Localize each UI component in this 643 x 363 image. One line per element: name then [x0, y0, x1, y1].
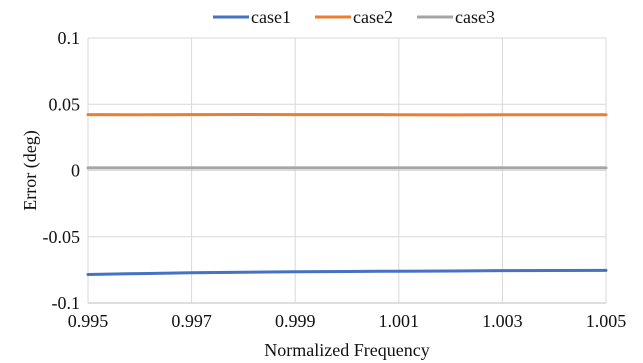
- legend-label-case1: case1: [251, 7, 291, 27]
- y-tick-label: 0.1: [58, 28, 81, 48]
- x-axis-title: Normalized Frequency: [264, 340, 429, 360]
- legend-label-case2: case2: [353, 7, 393, 27]
- series-lines: [86, 112, 608, 277]
- legend: case1 case2 case3: [213, 7, 495, 27]
- x-tick-label: 0.995: [68, 311, 109, 331]
- x-tick-label: 1.005: [586, 311, 627, 331]
- y-tick-label: 0: [71, 161, 80, 181]
- legend-label-case3: case3: [455, 7, 495, 27]
- tick-labels: 0.1 0.05 0 -0.05 -0.10.995 0.997 0.999 1.001 1.0…: [43, 28, 627, 331]
- series-line-case1: [86, 268, 608, 277]
- y-tick-label: -0.1: [52, 293, 81, 313]
- x-tick-label: 1.003: [482, 311, 523, 331]
- x-tick-label: 0.999: [275, 311, 316, 331]
- y-axis-title: Error (deg): [20, 130, 41, 210]
- gridlines: [87, 37, 607, 304]
- x-tick-label: 1.001: [379, 311, 420, 331]
- y-tick-label: -0.05: [43, 227, 81, 247]
- x-tick-label: 0.997: [171, 311, 212, 331]
- y-tick-label: 0.05: [49, 94, 81, 114]
